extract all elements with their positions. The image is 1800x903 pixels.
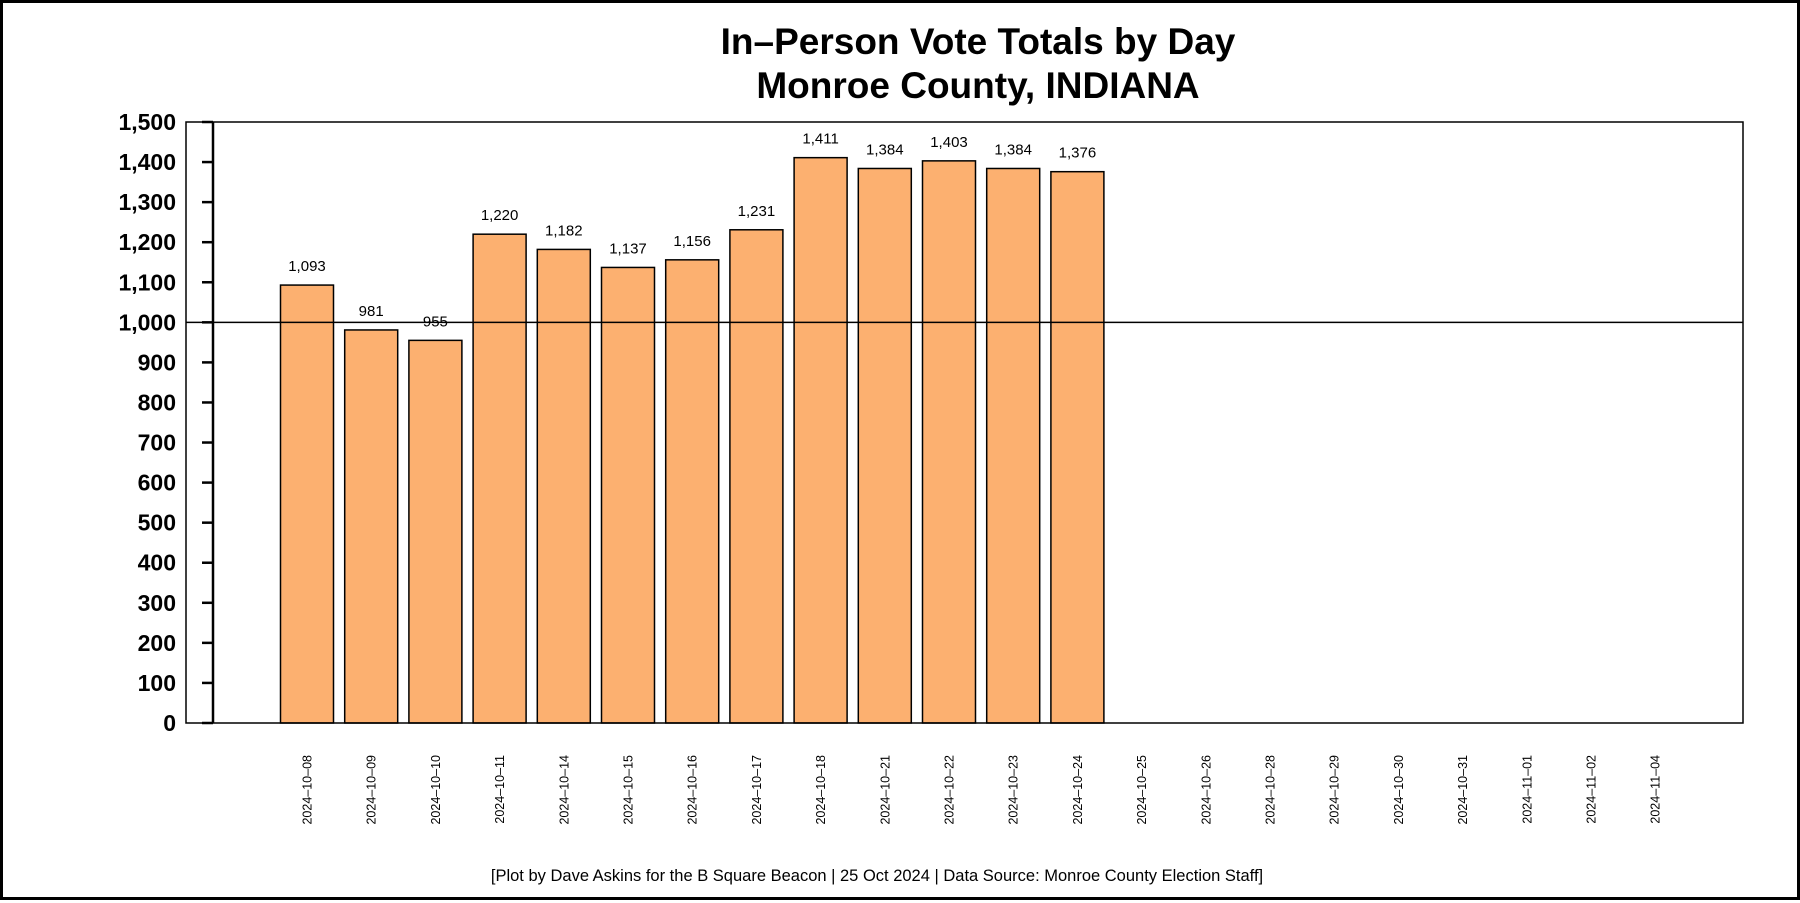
data-label: 1,137	[609, 240, 647, 257]
bar-2024–10–21	[857, 167, 913, 724]
bar-chart: In–Person Vote Totals by Day Monroe Coun…	[118, 21, 1744, 885]
y-tick-label: 600	[138, 470, 176, 496]
bar-2024–10–23	[985, 167, 1041, 724]
x-tick-label: 2024–10–26	[1199, 755, 1213, 825]
bar-2024–10–18	[793, 156, 848, 724]
x-tick-label: 2024–11–01	[1520, 755, 1534, 824]
bar-2024–10–15	[600, 266, 656, 724]
data-label: 1,156	[673, 233, 711, 250]
data-label: 1,384	[866, 141, 904, 158]
y-tick-label: 400	[138, 550, 176, 576]
x-tick-label: 2024–10–14	[557, 755, 571, 825]
x-tick-label: 2024–10–16	[686, 755, 700, 825]
x-tick-label: 2024–10–30	[1392, 755, 1406, 825]
data-label: 1,220	[481, 207, 519, 224]
y-tick-label: 1,300	[118, 189, 176, 215]
y-tick-label: 700	[138, 430, 176, 456]
bar-2024–10–24	[1050, 170, 1105, 724]
x-tick-label: 2024–10–15	[622, 755, 636, 825]
x-tick-label: 2024–10–10	[429, 755, 443, 825]
y-tick-label: 1,100	[118, 269, 176, 295]
data-label: 955	[423, 313, 448, 330]
chart-caption: [Plot by Dave Askins for the B Square Be…	[491, 867, 1263, 885]
plot-area-border	[185, 121, 1744, 724]
x-tick-label: 2024–10–24	[1071, 755, 1085, 825]
data-label: 1,403	[930, 134, 968, 151]
data-label: 1,376	[1059, 145, 1097, 162]
y-tick-label: 100	[138, 670, 176, 696]
data-label: 1,182	[545, 222, 583, 239]
x-tick-label: 2024–11–02	[1585, 755, 1599, 824]
y-tick-label: 200	[138, 630, 176, 656]
x-tick-label: 2024–10–21	[878, 755, 892, 825]
x-tick-label: 2024–10–28	[1264, 755, 1278, 825]
x-tick-label: 2024–10–31	[1456, 755, 1470, 825]
x-tick-label: 2024–10–25	[1135, 755, 1149, 825]
axis-layer	[185, 120, 1744, 725]
bar-2024–10–08	[279, 284, 335, 724]
x-tick-label: 2024–10–29	[1328, 755, 1342, 825]
y-tick-label: 1,200	[118, 229, 176, 255]
chart-title: In–Person Vote Totals by Day	[721, 21, 1236, 62]
bar-2024–10–22	[921, 160, 977, 724]
data-label: 1,411	[802, 131, 838, 148]
bars-layer	[279, 156, 1105, 724]
y-tick-label: 1,500	[118, 109, 176, 135]
bar-2024–10–16	[664, 259, 720, 724]
data-label: 981	[359, 303, 384, 320]
x-tick-label: 2024–11–04	[1649, 755, 1663, 824]
y-tick-label: 900	[138, 349, 176, 375]
y-tick-label: 1,400	[118, 149, 176, 175]
data-label: 1,231	[738, 203, 776, 220]
x-tick-label: 2024–10–09	[365, 755, 379, 825]
x-tick-label: 2024–10–22	[943, 755, 957, 825]
bar-2024–10–11	[472, 233, 527, 724]
bar-2024–10–17	[729, 229, 784, 724]
x-tick-label: 2024–10–18	[814, 755, 828, 825]
bar-2024–10–09	[343, 329, 399, 724]
x-tick-label: 2024–10–11	[493, 755, 507, 824]
y-tick-label: 300	[138, 590, 176, 616]
y-tick-label: 500	[138, 510, 176, 536]
data-label: 1,384	[994, 141, 1032, 158]
bar-2024–10–14	[536, 248, 592, 724]
x-tick-label: 2024–10–17	[750, 755, 764, 825]
chart-subtitle: Monroe County, INDIANA	[756, 65, 1199, 106]
bar-2024–10–10	[408, 339, 463, 724]
y-tick-label: 800	[138, 389, 176, 415]
x-tick-label: 2024–10–08	[301, 755, 315, 825]
y-tick-label: 0	[163, 710, 176, 736]
y-tick-label: 1,000	[118, 309, 176, 335]
labels-layer: 0 100 200 300 400 500 600 700 800 900 1,000 1,100 1,…	[118, 109, 1662, 825]
data-label: 1,093	[288, 258, 326, 275]
x-tick-label: 2024–10–23	[1007, 755, 1021, 825]
